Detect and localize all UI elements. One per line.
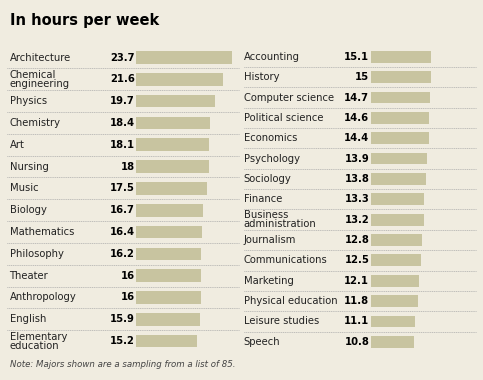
Text: 18.1: 18.1: [110, 140, 135, 150]
Bar: [371, 255, 421, 266]
Bar: [136, 313, 200, 326]
Bar: [136, 247, 201, 260]
Text: Art: Art: [10, 140, 25, 150]
Text: 12.8: 12.8: [344, 235, 369, 245]
Text: Elementary
education: Elementary education: [10, 332, 67, 351]
Bar: [136, 335, 198, 347]
Text: 14.4: 14.4: [344, 133, 369, 143]
Bar: [136, 117, 210, 129]
Text: Anthropology: Anthropology: [10, 293, 76, 302]
Bar: [371, 275, 419, 287]
Text: Speech: Speech: [244, 337, 281, 347]
Bar: [136, 182, 207, 195]
Text: 10.8: 10.8: [344, 337, 369, 347]
Text: 13.8: 13.8: [344, 174, 369, 184]
Bar: [371, 234, 422, 246]
Text: 16.7: 16.7: [110, 205, 135, 215]
Bar: [371, 112, 429, 124]
Text: 18.4: 18.4: [110, 118, 135, 128]
Text: 16: 16: [121, 293, 135, 302]
Text: 15.9: 15.9: [110, 314, 135, 324]
Text: 12.5: 12.5: [344, 255, 369, 265]
Text: 11.8: 11.8: [344, 296, 369, 306]
Text: Economics: Economics: [244, 133, 297, 143]
Bar: [136, 73, 223, 86]
Bar: [136, 291, 200, 304]
Text: 12.1: 12.1: [344, 276, 369, 286]
Text: 14.7: 14.7: [344, 92, 369, 103]
Text: 15.2: 15.2: [110, 336, 135, 346]
Text: Chemistry: Chemistry: [10, 118, 60, 128]
Bar: [136, 51, 231, 64]
Text: Physical education: Physical education: [244, 296, 338, 306]
Text: Philosophy: Philosophy: [10, 249, 63, 259]
Bar: [136, 226, 202, 238]
Text: Mathematics: Mathematics: [10, 227, 74, 237]
Text: English: English: [10, 314, 46, 324]
Bar: [371, 214, 424, 226]
Text: 14.6: 14.6: [344, 113, 369, 123]
Text: 19.7: 19.7: [110, 96, 135, 106]
Text: In hours per week: In hours per week: [10, 13, 159, 28]
Bar: [371, 153, 426, 165]
Text: Music: Music: [10, 184, 38, 193]
Text: 13.3: 13.3: [344, 194, 369, 204]
Bar: [371, 336, 414, 348]
Bar: [371, 173, 426, 185]
Text: Marketing: Marketing: [244, 276, 294, 286]
Text: 11.1: 11.1: [344, 317, 369, 326]
Bar: [371, 51, 431, 63]
Text: Accounting: Accounting: [244, 52, 300, 62]
Text: Chemical
engineering: Chemical engineering: [10, 70, 70, 89]
Bar: [371, 71, 431, 83]
Text: Communications: Communications: [244, 255, 327, 265]
Text: Psychology: Psychology: [244, 154, 300, 164]
Text: Theater: Theater: [10, 271, 48, 281]
Bar: [371, 92, 430, 103]
Text: 15: 15: [355, 72, 369, 82]
Bar: [136, 95, 215, 108]
Text: Journalism: Journalism: [244, 235, 296, 245]
Text: Architecture: Architecture: [10, 52, 71, 63]
Bar: [371, 132, 428, 144]
Bar: [371, 315, 415, 327]
Bar: [136, 160, 209, 173]
Text: Leisure studies: Leisure studies: [244, 317, 319, 326]
Bar: [136, 269, 200, 282]
Text: 21.6: 21.6: [110, 74, 135, 84]
Text: Sociology: Sociology: [244, 174, 292, 184]
Text: Note: Majors shown are a sampling from a list of 85.: Note: Majors shown are a sampling from a…: [10, 360, 235, 369]
Text: Political science: Political science: [244, 113, 323, 123]
Text: 15.1: 15.1: [344, 52, 369, 62]
Text: Business
administration: Business administration: [244, 210, 317, 229]
Text: 13.9: 13.9: [344, 154, 369, 164]
Text: 16.4: 16.4: [110, 227, 135, 237]
Text: 13.2: 13.2: [344, 215, 369, 225]
Text: Nursing: Nursing: [10, 162, 48, 172]
Text: Finance: Finance: [244, 194, 282, 204]
Bar: [371, 295, 418, 307]
Text: Computer science: Computer science: [244, 92, 334, 103]
Text: 17.5: 17.5: [110, 184, 135, 193]
Text: History: History: [244, 72, 279, 82]
Text: Physics: Physics: [10, 96, 47, 106]
Text: Biology: Biology: [10, 205, 46, 215]
Bar: [136, 138, 209, 151]
Bar: [136, 204, 203, 217]
Bar: [371, 193, 424, 205]
Text: 23.7: 23.7: [111, 52, 135, 63]
Text: 16.2: 16.2: [110, 249, 135, 259]
Text: 18: 18: [121, 162, 135, 172]
Text: 16: 16: [121, 271, 135, 281]
